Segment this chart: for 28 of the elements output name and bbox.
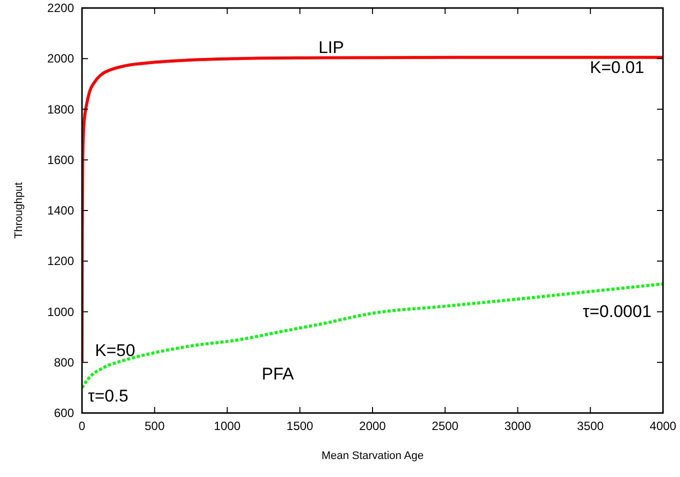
annotation: τ=0.0001 [582,302,652,321]
annotation: τ=0.5 [88,386,128,406]
annotation: K=0.01 [590,58,644,78]
x-tick-label: 1000 [214,419,241,433]
x-tick-label: 3000 [504,419,532,433]
annotation: LIP [318,38,344,57]
x-tick-label: 2500 [432,419,459,433]
y-tick-label: 800 [54,355,74,370]
y-tick-label: 2200 [47,1,74,15]
annotation: PFA [262,364,295,384]
x-tick-label: 500 [144,419,165,433]
x-tick-label: 1500 [286,419,314,433]
line-series [82,282,663,390]
x-tick-label: 3500 [577,419,604,433]
line-series [82,56,663,364]
y-tick-label: 1000 [47,304,74,319]
y-tick-label: 1800 [47,102,74,116]
y-tick-label: 1200 [47,254,74,268]
x-axis-title: Mean Starvation Age [321,450,424,462]
y-axis-title: Throughput [13,182,25,239]
annotation: K=50 [95,341,136,360]
x-tick-label: 2000 [359,419,386,433]
y-tick-label: 600 [54,406,74,420]
x-tick-label: 0 [78,419,86,433]
y-tick-label: 1400 [47,204,74,218]
y-tick-label: 2000 [47,52,74,66]
y-tick-label: 1600 [47,152,74,167]
x-tick-label: 4000 [650,419,677,433]
